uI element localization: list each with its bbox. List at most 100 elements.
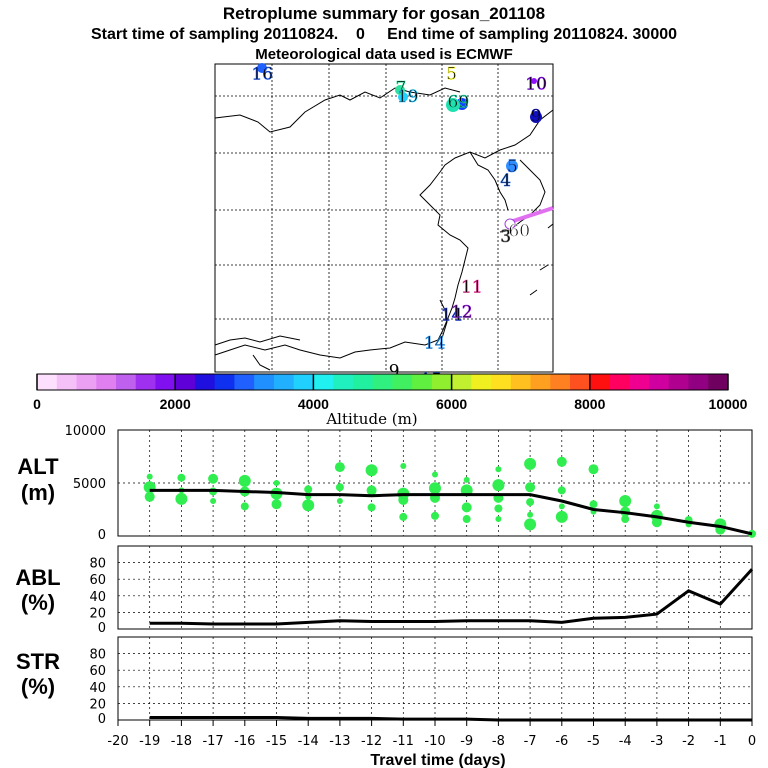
colorbar-swatch xyxy=(570,374,591,390)
plume-cluster-dot xyxy=(304,485,313,494)
x-axis-label: Travel time (days) xyxy=(370,752,505,768)
plume-cluster-dot xyxy=(525,482,536,493)
map-cluster-label: 12 xyxy=(451,303,473,323)
colorbar-swatch xyxy=(649,374,670,390)
colorbar-swatch xyxy=(76,374,97,390)
colorbar-label: Altitude (m) xyxy=(325,410,417,428)
colorbar-swatch xyxy=(629,374,650,390)
plume-cluster-dot xyxy=(524,457,537,470)
plume-cluster-dot xyxy=(210,498,217,505)
plume-cluster-dot xyxy=(462,515,471,524)
plume-cluster-dot xyxy=(495,516,502,523)
plume-cluster-dot xyxy=(238,474,251,487)
colorbar-swatch xyxy=(708,374,729,390)
colorbar-swatch xyxy=(491,374,512,390)
map-cluster-label: 14 xyxy=(424,333,446,353)
y-tick-label: 40 xyxy=(89,681,106,696)
colorbar-swatch xyxy=(115,374,137,390)
x-tick-label: -17 xyxy=(202,734,223,749)
map-cluster-label: 11 xyxy=(461,277,483,297)
plume-cluster-dot xyxy=(175,492,188,505)
map-gridlines xyxy=(215,64,553,372)
plume-cluster-dot xyxy=(653,503,660,510)
colorbar-swatch xyxy=(609,374,630,390)
x-tick-label: -6 xyxy=(555,734,568,749)
plume-cluster-dot xyxy=(556,456,567,467)
chart-title: Retroplume summary for gosan_201108 xyxy=(222,4,546,23)
plume-cluster-dot xyxy=(492,479,505,492)
alt-series-line xyxy=(149,488,753,536)
plume-cluster-dot xyxy=(177,473,186,482)
plume-cluster-dot xyxy=(526,498,535,507)
plume-path xyxy=(509,206,554,224)
map-cluster-label: 7 xyxy=(395,79,406,99)
y-tick-label: 0 xyxy=(98,712,106,727)
x-tick-label: -15 xyxy=(266,734,287,749)
plume-cluster-dot xyxy=(335,483,344,492)
cluster-point xyxy=(504,218,516,230)
cluster-point xyxy=(395,85,405,95)
str-series-line xyxy=(149,716,752,722)
alt-panel-unit: (m) xyxy=(21,480,55,505)
plume-cluster-dot xyxy=(621,515,630,524)
plume-cluster-dot xyxy=(429,482,441,495)
map-cluster-label: 4 xyxy=(500,171,511,191)
plume-cluster-dot xyxy=(271,499,282,510)
map-cluster-label: 9 xyxy=(389,361,400,381)
plume-cluster-dot xyxy=(524,518,537,531)
map-cluster-label: 3 xyxy=(500,227,511,247)
x-tick-label: -13 xyxy=(329,734,350,749)
plume-cluster-dot xyxy=(366,485,377,496)
y-tick-label: 60 xyxy=(89,573,106,588)
map-cluster-label: 10 xyxy=(525,74,547,94)
plume-cluster-dot xyxy=(240,502,249,511)
cluster-point xyxy=(257,63,267,73)
plume-cluster-dot xyxy=(619,495,632,508)
x-axis: -20 -19 -18 -17 -16 -15 -14 -13 -12 -11 -10 -9 -8 -7-… xyxy=(107,720,756,749)
plume-cluster-dot xyxy=(146,473,153,480)
x-tick-label: -16 xyxy=(234,734,255,749)
x-tick-label: -9 xyxy=(460,734,473,749)
colorbar-swatch xyxy=(214,374,235,390)
colorbar-tick-label: 0 xyxy=(33,396,41,412)
cluster-point xyxy=(531,78,537,84)
colorbar-swatch xyxy=(175,374,196,390)
abl-series-line xyxy=(149,568,754,626)
y-tick-label: 20 xyxy=(89,697,106,712)
map-cluster-label: 14 xyxy=(441,305,463,325)
plume-cluster-dot xyxy=(463,476,470,483)
y-tick-label: 0 xyxy=(98,621,106,636)
x-tick-label: -2 xyxy=(682,734,695,749)
plume-cluster-dot xyxy=(494,504,503,513)
colorbar-swatch xyxy=(431,374,453,390)
x-tick-label: -14 xyxy=(298,734,319,749)
colorbar: 0 2000 4000 6000 8000 10000 Altitude (m) xyxy=(33,373,748,428)
abl-panel-unit: (%) xyxy=(21,590,55,615)
map-frame xyxy=(214,63,554,373)
str-panel-label: STR xyxy=(16,649,60,674)
plume-cluster-dot xyxy=(588,464,599,475)
colorbar-swatch xyxy=(668,374,690,390)
map-cluster-label: 5 xyxy=(507,157,518,177)
y-tick-label: 60 xyxy=(89,664,106,679)
cluster-point xyxy=(530,111,542,123)
x-tick-label: -10 xyxy=(424,734,445,749)
colorbar-swatch xyxy=(56,374,77,390)
plume-cluster-dot xyxy=(557,486,566,495)
y-tick-label: 80 xyxy=(89,557,106,572)
colorbar-swatch xyxy=(352,374,374,390)
colorbar-swatch xyxy=(333,374,354,390)
str-panel-unit: (%) xyxy=(21,674,55,699)
colorbar-swatch xyxy=(37,374,58,390)
colorbar-swatch xyxy=(550,374,571,390)
colorbar-swatch xyxy=(589,374,611,390)
y-tick-label: 80 xyxy=(89,648,106,663)
map-cluster-label: 69 xyxy=(448,93,470,113)
colorbar-swatch xyxy=(273,374,295,390)
x-tick-label: -5 xyxy=(587,734,600,749)
coastline xyxy=(214,87,554,371)
x-tick-label: -20 xyxy=(107,734,128,749)
plume-cluster-dot xyxy=(558,503,565,510)
